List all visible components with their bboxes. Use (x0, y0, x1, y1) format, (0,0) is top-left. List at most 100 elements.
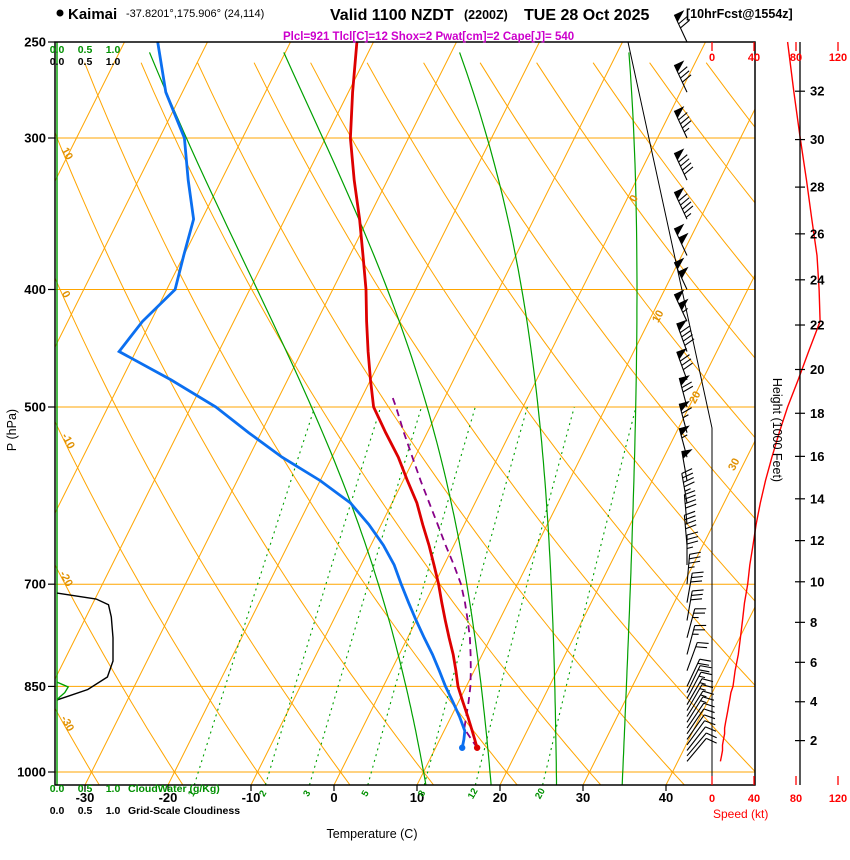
isotherm-line (55, 42, 125, 183)
station-bullet (56, 9, 64, 17)
temp-axis-title: Temperature (C) (327, 827, 418, 841)
dry-adiabat-line (592, 62, 755, 281)
mixing-ratio-line (193, 406, 316, 785)
cloudiness-scale-top: 0.5 (78, 56, 93, 68)
speed-zero-axis (627, 41, 713, 785)
cloudwater-scale-bottom: 1.0 (106, 783, 121, 795)
height-tick-label: 12 (810, 533, 824, 548)
moist-adiabat-line (148, 52, 427, 785)
temp-tick-label: 40 (659, 790, 673, 805)
cloudiness-scale-top: 0.0 (50, 56, 65, 68)
cloudwater-scale-top: 0.0 (50, 44, 65, 56)
dry-adiabat-line (55, 276, 351, 785)
moist-adiabat-line (283, 52, 492, 785)
cloudwater-scale-top: 1.0 (106, 44, 121, 56)
dry-adiabat-line (84, 62, 518, 785)
dry-adiabat-line (423, 62, 755, 520)
dry-adiabat-line (310, 62, 755, 687)
mixing-ratio-label: 3 (301, 789, 313, 799)
speed-curve (719, 41, 821, 762)
dry-adiabat-label: 10 (59, 146, 75, 162)
isotherm-label: 20 (687, 389, 703, 405)
chart-header: Kaimai -37.8201°,175.906° (24,114) Valid… (56, 6, 793, 43)
dry-adiabat-line (55, 420, 267, 785)
height-tick-label: 8 (810, 615, 817, 630)
station-coords: -37.8201°,175.906° (24,114) (126, 8, 264, 20)
cloudwater-scale-top: 0.5 (78, 44, 93, 56)
dry-adiabat-line (55, 131, 434, 785)
isotherm-label: 0 (628, 193, 641, 204)
plot-border (54, 41, 756, 786)
pressure-tick-label: 850 (24, 679, 46, 694)
height-tick-label: 22 (810, 318, 824, 333)
parcel-curve (391, 396, 478, 749)
height-tick-label: 10 (810, 574, 824, 589)
dry-adiabat-line (649, 62, 755, 204)
dry-adiabat-line (253, 62, 755, 773)
temp-tick-label: -30 (76, 790, 95, 805)
dry-adiabat-label: -20 (57, 569, 75, 589)
dry-adiabat-line (197, 62, 685, 785)
isotherm-line (333, 42, 706, 785)
isotherm-line (499, 273, 755, 785)
cloudwater-scale-bottom: 0.5 (78, 783, 93, 795)
pressure-axis-title: P (hPa) (5, 409, 19, 451)
cloudiness-scale-top: 1.0 (106, 56, 121, 68)
cloudiness-scale-bottom: 1.0 (106, 805, 121, 817)
mixing-ratio-line (264, 406, 382, 785)
isotherm-line (416, 107, 755, 785)
temp-tick-label: 0 (330, 790, 337, 805)
height-tick-label: 20 (810, 362, 824, 377)
mixing-ratio-line (423, 406, 528, 785)
mixing-ratio-label: 5 (360, 788, 373, 799)
height-tick-label: 28 (810, 180, 824, 195)
height-tick-label: 24 (810, 272, 825, 287)
speed-tick-label-bottom: 0 (709, 793, 715, 805)
valid-time: Valid 1100 NZDT (330, 7, 454, 24)
mixing-ratio-line (542, 406, 637, 785)
mixing-ratio-label: 20 (533, 786, 548, 801)
dry-adiabat-line (366, 62, 755, 602)
temp-tick-label: 20 (493, 790, 507, 805)
pressure-tick-label: 400 (24, 282, 46, 297)
speed-tick-label-bottom: 120 (829, 793, 847, 805)
speed-tick-label-bottom: 80 (790, 793, 802, 805)
height-tick-label: 18 (810, 406, 824, 421)
dewpoint-curve (116, 41, 467, 749)
dry-adiabat-label: -30 (58, 714, 76, 734)
surface-temp-dot (473, 744, 481, 751)
dry-adiabat-label: 0 (59, 289, 72, 300)
height-tick-label: 6 (810, 655, 817, 670)
height-axis-title: Height (1000 Feet) (770, 378, 784, 482)
isotherm-label: 30 (726, 456, 742, 472)
cloudwater-title: CloudWater (g/Kg) (128, 783, 220, 795)
pressure-tick-label: 500 (24, 400, 46, 415)
temp-tick-label: 30 (576, 790, 590, 805)
cloudwater-scale-bottom: 0.0 (50, 783, 65, 795)
wind-barbs (673, 10, 717, 762)
pressure-tick-label: 250 (24, 35, 46, 50)
speed-axis-title: Speed (kt) (713, 807, 768, 821)
dry-adiabat-line (140, 62, 602, 785)
isotherm-line (55, 42, 208, 349)
height-tick-label: 2 (810, 733, 817, 748)
dry-adiabat-line (479, 62, 755, 439)
mixing-ratio-line (308, 406, 423, 785)
cloudiness-scale-bottom: 0.0 (50, 805, 65, 817)
isotherm-line (250, 42, 623, 785)
valid-date: TUE 28 Oct 2025 (524, 7, 650, 24)
temp-tick-label: -10 (242, 790, 261, 805)
speed-tick-label-top: 120 (829, 52, 847, 64)
pressure-tick-label: 300 (24, 131, 46, 146)
speed-tick-label-top: 0 (709, 52, 715, 64)
pressure-tick-label: 1000 (17, 765, 46, 780)
pressure-tick-label: 700 (24, 577, 46, 592)
grid-lines (55, 42, 850, 785)
height-tick-label: 30 (810, 132, 824, 147)
dry-adiabat-line (819, 63, 850, 785)
height-tick-label: 26 (810, 226, 824, 241)
mixing-ratio-line (474, 406, 575, 785)
isotherm-label: 10 (650, 308, 666, 324)
